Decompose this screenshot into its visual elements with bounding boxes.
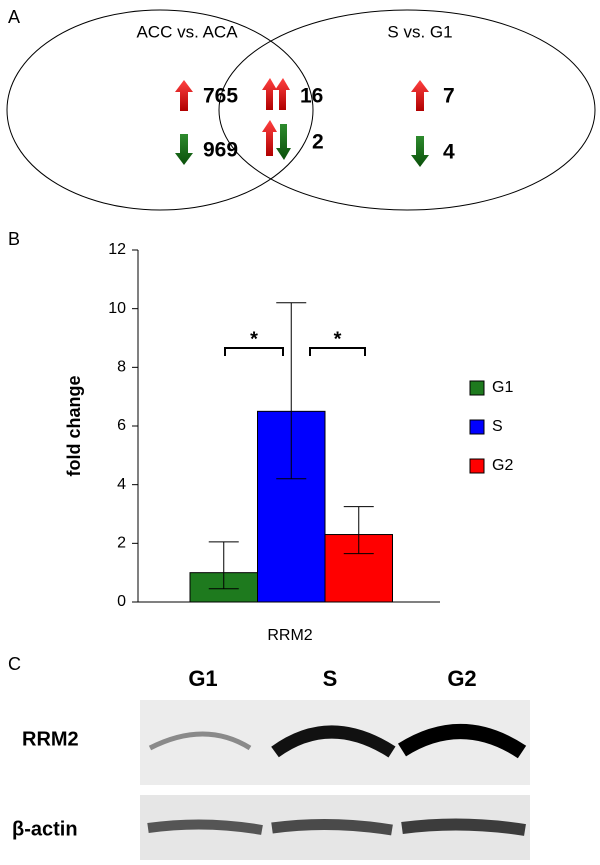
venn-count: 765	[203, 85, 238, 108]
significance-mark: *	[334, 328, 342, 350]
x-tick-label: RRM2	[267, 627, 312, 644]
blot-row-label: RRM2	[22, 728, 79, 750]
legend-swatch	[469, 419, 485, 435]
venn-title: ACC vs. ACA	[136, 22, 238, 41]
error-bar	[208, 541, 239, 590]
venn-count: 2	[312, 131, 324, 154]
error-bar	[276, 302, 307, 480]
lane-label: G1	[188, 666, 217, 691]
legend-swatch	[469, 380, 485, 396]
legend-swatch	[469, 458, 485, 474]
significance-bracket	[224, 347, 284, 356]
y-tick-label: 2	[117, 535, 126, 552]
legend-label: S	[492, 418, 503, 435]
y-tick-label: 6	[117, 417, 126, 434]
legend-label: G2	[492, 457, 513, 474]
panel-label: C	[8, 654, 21, 674]
error-bar	[343, 506, 374, 555]
y-tick-label: 8	[117, 359, 126, 376]
significance-bracket	[309, 347, 366, 356]
panel-label: A	[8, 7, 20, 27]
venn-count: 4	[443, 141, 455, 164]
venn-count: 969	[203, 139, 238, 162]
y-tick-label: 4	[117, 476, 126, 493]
blot-image	[140, 700, 530, 860]
venn-count: 16	[300, 85, 323, 108]
venn-circle	[6, 9, 314, 211]
y-tick-label: 12	[108, 241, 126, 258]
panel-label: B	[8, 229, 20, 249]
y-axis-label: fold change	[64, 375, 84, 476]
lane-label: G2	[447, 666, 476, 691]
venn-title: S vs. G1	[387, 22, 452, 41]
arrows	[175, 78, 429, 167]
bar-chart: 0 2 4 6 8 10 12 fold change G1 S G2 RRM2 * *	[64, 241, 514, 644]
significance-mark: *	[250, 328, 258, 350]
y-tick-label: 0	[117, 593, 126, 610]
legend-label: G1	[492, 379, 513, 396]
blot-row-label: β-actin	[12, 818, 78, 840]
venn-count: 7	[443, 85, 455, 108]
lane-label: S	[323, 666, 338, 691]
y-tick-label: 10	[108, 300, 126, 317]
venn-circle	[218, 9, 596, 211]
